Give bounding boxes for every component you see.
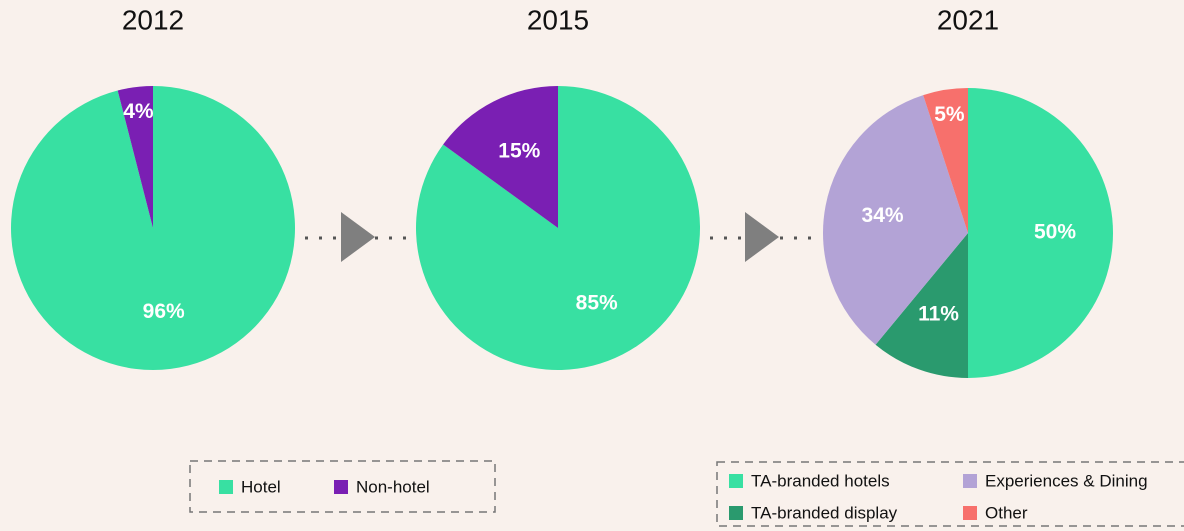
legend-label: Hotel	[241, 477, 281, 496]
chart-title: 2012	[122, 4, 184, 35]
legend-label: TA-branded display	[751, 503, 898, 522]
legend-box	[716, 461, 1184, 527]
pie-slice	[875, 233, 968, 378]
legend-label: Other	[985, 503, 1028, 522]
data-label: 34%	[862, 204, 904, 227]
pie-slice	[923, 88, 968, 233]
chart-title: 2021	[937, 4, 999, 35]
arrow	[305, 212, 410, 262]
legend-label: Non-hotel	[356, 477, 430, 496]
pie-slice	[443, 86, 558, 228]
pie-slice	[968, 88, 1113, 378]
data-label: 5%	[934, 103, 965, 126]
data-label: 96%	[143, 300, 185, 323]
data-label: 85%	[576, 291, 618, 314]
chart-title: 2015	[527, 4, 589, 35]
data-label: 4%	[123, 100, 154, 123]
data-label: 50%	[1034, 221, 1076, 244]
arrow	[710, 212, 815, 262]
pie-slice	[823, 95, 968, 345]
legend-swatch	[729, 506, 743, 520]
legend-swatch	[334, 480, 348, 494]
pie-slice	[117, 86, 153, 228]
legend-label: Experiences & Dining	[985, 471, 1148, 490]
data-label: 11%	[918, 302, 959, 325]
pie-slice	[10, 86, 295, 370]
legend-box	[189, 460, 496, 513]
data-label: 15%	[498, 140, 540, 163]
legend-swatch	[963, 506, 977, 520]
legend-label: TA-branded hotels	[751, 471, 890, 490]
legend-swatch	[963, 474, 977, 488]
legend-swatch	[219, 480, 233, 494]
legend-swatch	[729, 474, 743, 488]
